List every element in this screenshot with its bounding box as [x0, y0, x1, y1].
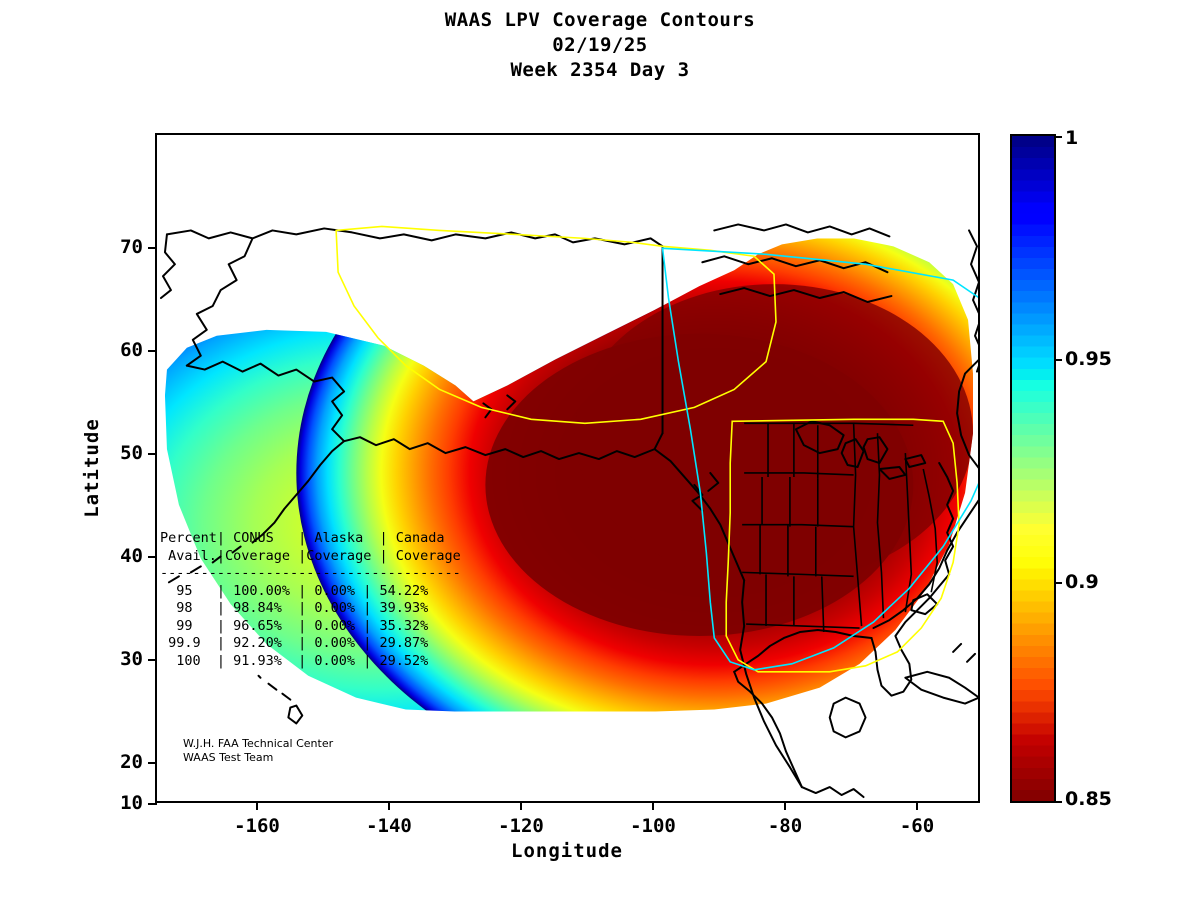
figure-title: WAAS LPV Coverage Contours: [444, 9, 756, 31]
colorbar-label-095: 0.95: [1065, 348, 1112, 370]
alexander-archipelago: [691, 471, 720, 512]
state-line-vertical-south: [765, 574, 825, 633]
labrador-coast: [872, 499, 978, 630]
x-tick--160: [256, 801, 258, 810]
colorbar-label-09: 0.9: [1065, 571, 1099, 593]
state-line-mid: [742, 523, 854, 528]
cuba: [904, 670, 978, 705]
canada-service-volume-polygon: [661, 247, 978, 671]
coverage-contour-map: [157, 135, 978, 801]
bc-coast: [653, 448, 746, 582]
hawaiian-islands: [257, 674, 304, 725]
state-line-mid-south: [742, 571, 854, 578]
state-line-atlantic-interior: [922, 468, 938, 593]
x-tick--100: [652, 801, 654, 810]
y-tick-20: [148, 762, 157, 764]
state-line-mississippi: [852, 423, 863, 627]
state-line-vertical-north: [767, 423, 819, 479]
yucatan-peninsula: [828, 696, 867, 739]
service-volume-layer: [335, 225, 978, 673]
figure-subtitle-date: 02/19/25: [552, 34, 648, 56]
state-line-northern-tier: [744, 422, 914, 427]
mexico-pacific-coast: [733, 670, 803, 789]
colorbar-tick-085: [1054, 801, 1062, 803]
conus-service-volume-polygon: [725, 418, 960, 673]
x-tick--80: [784, 801, 786, 810]
colorbar-tick-09: [1054, 582, 1062, 584]
lake-superior: [794, 420, 845, 455]
colorbar-gradient: [1012, 136, 1054, 801]
y-tick-40: [148, 556, 157, 558]
gulf-coast: [733, 629, 873, 673]
x-axis-title: Longitude: [511, 840, 623, 862]
lake-ontario: [904, 454, 927, 468]
y-label-10: 10: [120, 792, 143, 814]
x-label--100: -100: [630, 815, 676, 837]
x-label--160: -160: [234, 815, 280, 837]
colorbar-tick-095: [1054, 359, 1062, 361]
state-line-appalachian: [904, 453, 913, 613]
y-label-50: 50: [120, 442, 143, 464]
y-tick-50: [148, 453, 157, 455]
figure-subtitle-week: Week 2354 Day 3: [510, 59, 690, 81]
y-tick-10: [148, 803, 157, 805]
y-label-40: 40: [120, 545, 143, 567]
arctic-islands-south: [719, 287, 893, 303]
x-label--60: -60: [899, 815, 935, 837]
state-line-vertical-mid: [761, 476, 819, 527]
y-label-70: 70: [120, 236, 143, 258]
y-tick-70: [148, 247, 157, 249]
x-tick--140: [388, 801, 390, 810]
us-atlantic-coast: [928, 462, 955, 600]
colorbar-label-1: 1: [1065, 127, 1079, 149]
alaska-south-coast: [185, 360, 664, 461]
bahamas: [952, 642, 977, 663]
state-line-east-interior: [876, 433, 885, 619]
coverage-stats-table: Percent| CONUS | Alaska | Canada Avail.|…: [160, 530, 461, 669]
x-label--140: -140: [366, 815, 412, 837]
y-label-30: 30: [120, 648, 143, 670]
alaska-peninsula: [261, 440, 346, 536]
arctic-islands-north: [713, 223, 891, 238]
colorbar-tick-1: [1054, 136, 1062, 138]
alaska-north-coast: [165, 227, 664, 248]
y-tick-60: [148, 350, 157, 352]
y-tick-30: [148, 659, 157, 661]
x-label--80: -80: [767, 815, 803, 837]
state-line-vertical-mid2: [759, 524, 817, 577]
mexico-south-coast: [800, 786, 865, 799]
alaska-service-volume-polygon: [335, 225, 777, 425]
florida-peninsula: [870, 597, 931, 697]
aleutian-islands: [167, 533, 264, 584]
seward-peninsula-coast: [185, 237, 254, 367]
state-line-mid-north: [744, 472, 854, 476]
us-state-boundaries: [742, 422, 938, 633]
credit-text: W.J.H. FAA Technical Center WAAS Test Te…: [183, 737, 334, 764]
figure-title-block: WAAS LPV Coverage Contours 02/19/25 Week…: [0, 8, 1200, 83]
greenland-coast: [968, 229, 978, 373]
lake-erie: [878, 466, 907, 480]
y-label-60: 60: [120, 339, 143, 361]
newfoundland: [910, 593, 939, 616]
x-tick--120: [520, 801, 522, 810]
y-label-20: 20: [120, 751, 143, 773]
canada-core-saturation: [574, 284, 974, 583]
colorbar-label-085: 0.85: [1065, 788, 1112, 810]
x-tick--60: [916, 801, 918, 810]
coastlines-layer: [159, 223, 978, 799]
siberia-coast: [159, 233, 176, 300]
hudson-bay-east: [956, 359, 978, 469]
colorbar[interactable]: 1 0.95 0.9 0.85: [1010, 127, 1112, 810]
y-axis-title: Latitude: [81, 418, 103, 518]
x-label--120: -120: [498, 815, 544, 837]
us-pacific-coast: [739, 579, 803, 789]
map-plot-area: 70 60 50 40 30 20 10 -160 -140 -120 -100…: [120, 133, 980, 837]
lake-michigan: [840, 438, 865, 468]
